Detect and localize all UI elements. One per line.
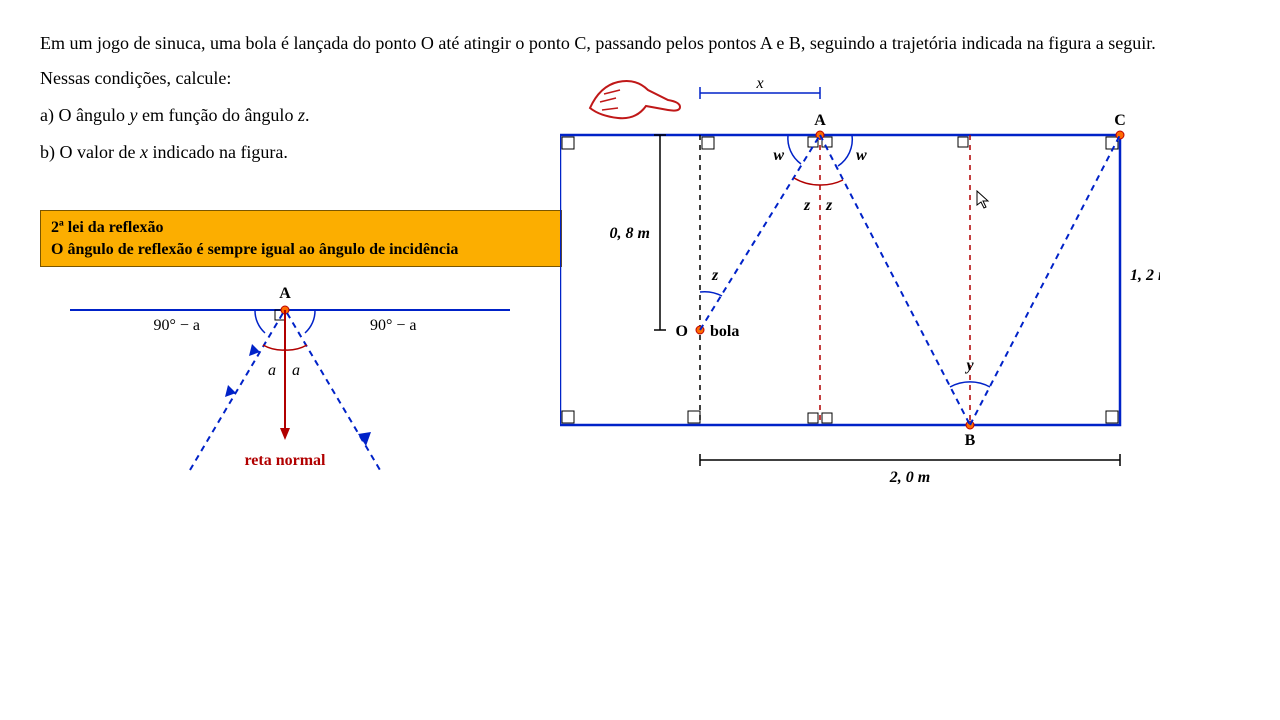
sq-a-br (822, 413, 832, 423)
problem-statement: Em um jogo de sinuca, uma bola é lançada… (40, 30, 1240, 57)
arc-z-o (700, 292, 722, 296)
arc-z-r (820, 180, 843, 185)
reflection-law-box: 2ª lei da reflexão O ângulo de reflexão … (40, 210, 562, 267)
z-at-o: z (711, 267, 719, 284)
law-text: O ângulo de reflexão é sempre igual ao â… (51, 239, 551, 261)
point-a-label: A (814, 112, 826, 129)
item-a-prefix: a) O ângulo (40, 105, 129, 125)
dim-12-label: 1, 2 m (1130, 267, 1160, 284)
label-90-a-left: 90° − a (153, 317, 200, 334)
sq-br (1106, 411, 1118, 423)
point-c-label: C (1114, 112, 1126, 129)
normal-label: reta normal (244, 452, 326, 469)
item-b-tail: indicado na figura. (148, 142, 288, 162)
dim-x-label: x (755, 75, 763, 92)
incident-arrow-icon (225, 385, 236, 397)
point-b-label: B (965, 432, 976, 449)
sq-a-bl (808, 413, 818, 423)
arc-left-red (263, 345, 285, 350)
reflected-arrow-icon (358, 432, 371, 446)
item-a-mid: em função do ângulo (137, 105, 297, 125)
sq-o-top (702, 137, 714, 149)
y-label: y (964, 357, 974, 374)
point-o-label: O (676, 323, 688, 340)
law-title: 2ª lei da reflexão (51, 217, 551, 239)
traj-ab (820, 135, 970, 425)
sq-o-bot (688, 411, 700, 423)
label-a-right: a (292, 362, 300, 379)
label-90-a-right: 90° − a (370, 317, 417, 334)
arc-z-l (794, 178, 820, 185)
item-b-prefix: b) O valor de (40, 142, 140, 162)
point-a-label: A (279, 285, 291, 302)
arc-right-blue (305, 310, 315, 333)
var-x: x (140, 142, 148, 162)
traj-bc (970, 135, 1120, 425)
sq-tl (562, 137, 574, 149)
reflected-ray (287, 313, 380, 470)
z-right: z (825, 197, 833, 214)
table-rect (560, 135, 1120, 425)
bola-label: bola (710, 323, 739, 340)
hand-pointing-icon (590, 81, 680, 118)
var-z: z (298, 105, 305, 125)
w-right: w (856, 147, 867, 164)
page: Em um jogo de sinuca, uma bola é lançada… (0, 0, 1280, 196)
sq-a-tr (822, 137, 832, 147)
billiard-diagram: x 0, 8 m O bola A B (560, 70, 1160, 490)
traj-oa (700, 135, 820, 330)
w-left: w (773, 147, 784, 164)
reflection-diagram: A 90° − a 90° − a a a reta normal (60, 280, 520, 480)
arc-w-r (838, 135, 852, 166)
z-left: z (803, 197, 811, 214)
label-a-left: a (268, 362, 276, 379)
incident-ray (190, 313, 283, 470)
arc-right-red (285, 345, 307, 350)
normal-arrow-icon (280, 428, 290, 440)
dim-20-label: 2, 0 m (889, 469, 930, 486)
dot1: . (305, 105, 310, 125)
dim-08-label: 0, 8 m (610, 225, 650, 242)
sq-tr (1106, 137, 1118, 149)
arc-left-blue (255, 310, 265, 333)
sq-b-top (958, 137, 968, 147)
sq-bl (562, 411, 574, 423)
arc-w-l (788, 135, 801, 164)
